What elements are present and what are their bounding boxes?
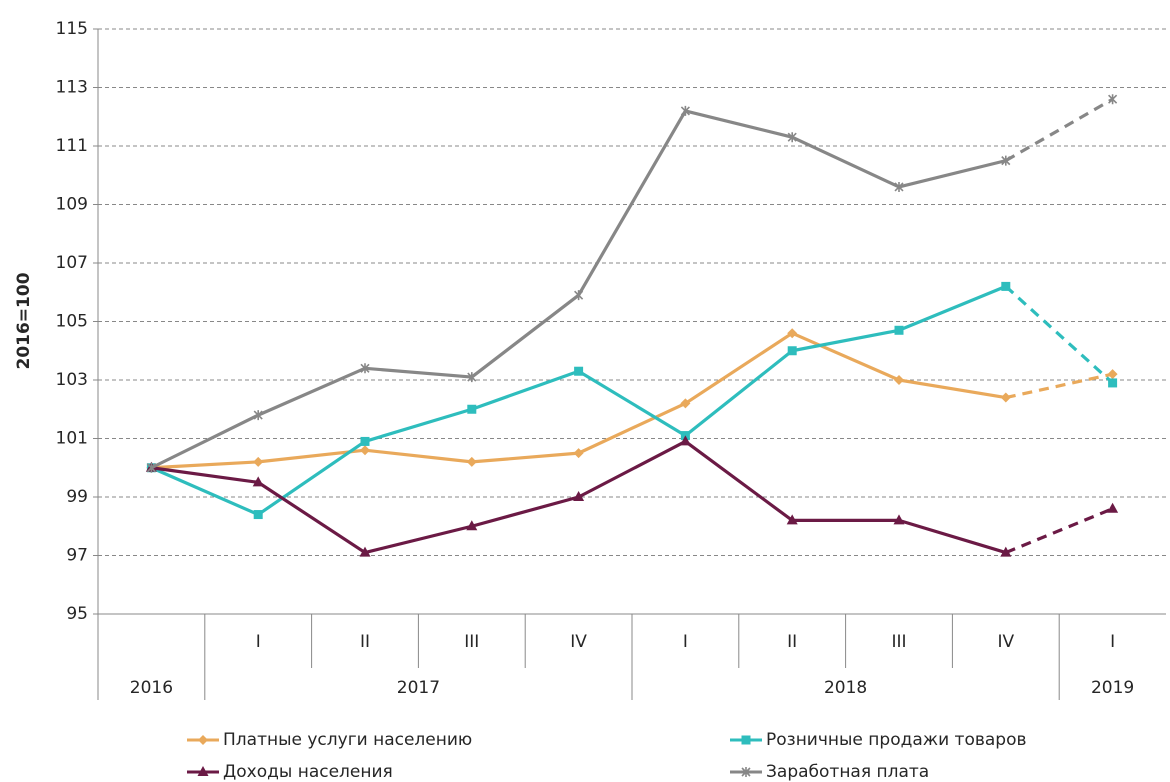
marker	[787, 328, 798, 339]
x-tick-label: IV	[997, 632, 1014, 652]
marker	[466, 520, 478, 531]
x-tick-label: IV	[570, 632, 587, 652]
marker	[466, 456, 477, 467]
y-tick-label: 105	[56, 312, 88, 332]
marker	[467, 372, 477, 383]
marker	[1107, 369, 1118, 380]
marker	[894, 375, 904, 385]
series-line-dashed	[1005, 97, 1114, 163]
y-tick-label: 95	[66, 604, 88, 624]
legend-label: Розничные продажи товаров	[766, 730, 1027, 750]
marker	[146, 462, 156, 473]
y-tick-label: 99	[66, 487, 88, 507]
y-tick-label: 113	[56, 78, 88, 98]
y-tick-label: 111	[56, 136, 88, 156]
x-group-label: 2019	[1091, 678, 1134, 698]
marker	[197, 766, 209, 776]
marker	[1108, 378, 1118, 388]
marker	[894, 325, 904, 335]
marker	[360, 445, 370, 456]
y-tick-label: 97	[66, 546, 88, 566]
y-axis-label: 2016=100	[14, 272, 34, 369]
marker	[1000, 546, 1012, 557]
marker	[787, 132, 797, 143]
marker	[360, 436, 370, 446]
y-tick-label: 115	[56, 19, 88, 39]
marker	[1108, 94, 1118, 105]
legend-label: Доходы населения	[223, 762, 393, 782]
marker	[894, 181, 904, 192]
x-tick-label: I	[683, 632, 688, 652]
series-line-dashed	[1005, 372, 1113, 400]
x-group-label: 2017	[397, 678, 440, 698]
marker	[1001, 281, 1011, 291]
marker	[741, 735, 751, 745]
marker	[573, 491, 585, 501]
marker	[198, 735, 208, 745]
series-line	[150, 109, 1007, 470]
marker	[573, 448, 584, 459]
x-tick-label: III	[464, 632, 479, 652]
y-tick-label: 109	[56, 195, 88, 215]
x-tick-label: III	[891, 632, 906, 652]
marker	[253, 510, 263, 520]
marker	[787, 346, 797, 356]
legend-label: Платные услуги населению	[223, 730, 472, 750]
x-group-label: 2018	[824, 678, 867, 698]
marker	[679, 435, 691, 446]
marker	[1107, 502, 1119, 513]
marker	[893, 514, 905, 525]
y-tick-label: 103	[56, 370, 88, 390]
x-group-label: 2016	[130, 678, 173, 698]
x-tick-label: II	[787, 632, 797, 652]
marker	[467, 404, 477, 414]
x-tick-label: I	[1110, 632, 1115, 652]
marker	[252, 476, 264, 487]
marker	[574, 290, 584, 301]
series-line-dashed	[1005, 507, 1114, 555]
marker	[741, 767, 751, 777]
marker	[360, 363, 370, 374]
marker	[1001, 155, 1011, 166]
x-tick-label: II	[360, 632, 370, 652]
series-line-dashed	[1004, 285, 1114, 385]
marker	[359, 546, 371, 557]
marker	[680, 398, 691, 409]
y-tick-label: 107	[56, 253, 88, 273]
marker	[253, 410, 263, 421]
marker	[253, 456, 264, 467]
marker	[1000, 392, 1011, 403]
marker	[786, 514, 798, 525]
y-tick-label: 101	[56, 429, 88, 449]
legend-label: Заработная плата	[766, 762, 929, 782]
series-line	[150, 284, 1007, 517]
marker	[574, 366, 584, 376]
series-line	[151, 331, 1007, 470]
x-tick-label: I	[256, 632, 261, 652]
marker	[680, 105, 690, 116]
